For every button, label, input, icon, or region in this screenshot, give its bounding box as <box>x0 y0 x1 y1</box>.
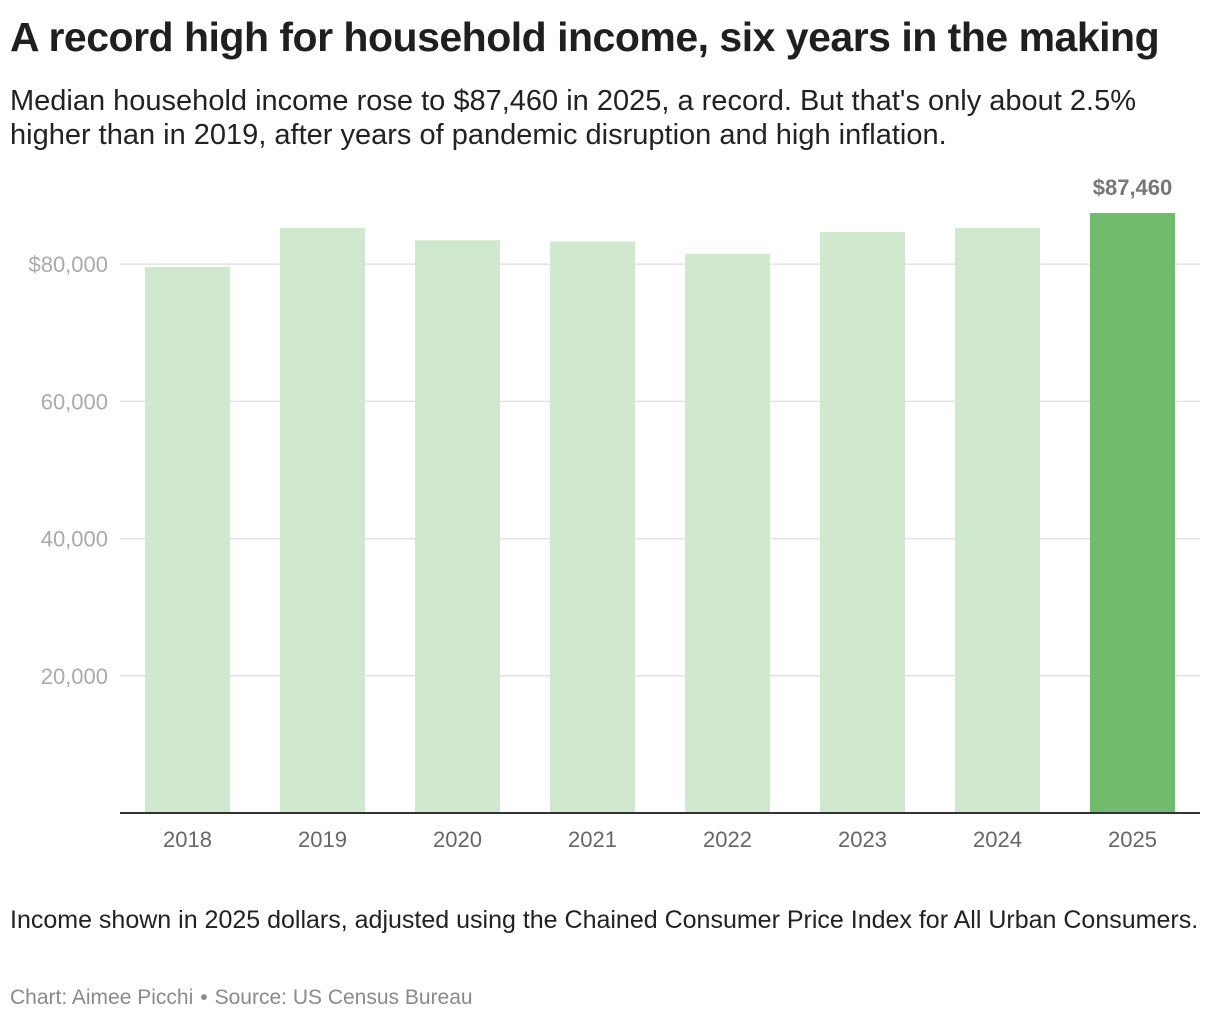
bar-2025 <box>1090 213 1175 813</box>
y-tick-label: 40,000 <box>41 527 108 552</box>
bar-2019 <box>280 227 365 813</box>
x-tick-label: 2020 <box>433 827 482 852</box>
y-tick-label: 60,000 <box>41 389 108 414</box>
bar-2023 <box>820 231 905 813</box>
credit-separator: • <box>200 986 208 1009</box>
bars <box>145 213 1175 814</box>
bar-2020 <box>415 240 500 814</box>
chart-title: A record high for household income, six … <box>10 14 1160 60</box>
x-tick-label: 2025 <box>1108 827 1157 852</box>
y-tick-label: $80,000 <box>28 252 108 277</box>
y-axis-ticks: 20,000 40,000 60,000 $80,000 <box>28 252 108 689</box>
x-tick-label: 2023 <box>838 827 887 852</box>
bar-2024 <box>955 227 1040 813</box>
y-tick-label: 20,000 <box>41 664 108 689</box>
x-tick-label: 2022 <box>703 827 752 852</box>
chart-author: Chart: Aimee Picchi <box>10 986 194 1009</box>
chart-note: Income shown in 2025 dollars, adjusted u… <box>10 906 1199 934</box>
x-axis-ticks: 2018 2019 2020 2021 2022 2023 2024 2025 <box>163 827 1157 852</box>
x-tick-label: 2024 <box>973 827 1022 852</box>
chart-credit: Chart: Aimee Picchi • Source: US Census Bu… <box>10 986 473 1010</box>
chart-subtitle: Median household income rose to $87,460 … <box>10 85 1137 151</box>
bar-2018 <box>145 266 230 814</box>
x-tick-label: 2018 <box>163 827 212 852</box>
data-labels: $87,460 <box>1093 175 1173 200</box>
bar-2021 <box>550 241 635 813</box>
data-label: $87,460 <box>1093 175 1173 200</box>
chart-source: Source: US Census Bureau <box>214 986 473 1009</box>
bar-2022 <box>685 253 770 813</box>
x-tick-label: 2021 <box>568 827 617 852</box>
x-tick-label: 2019 <box>298 827 347 852</box>
